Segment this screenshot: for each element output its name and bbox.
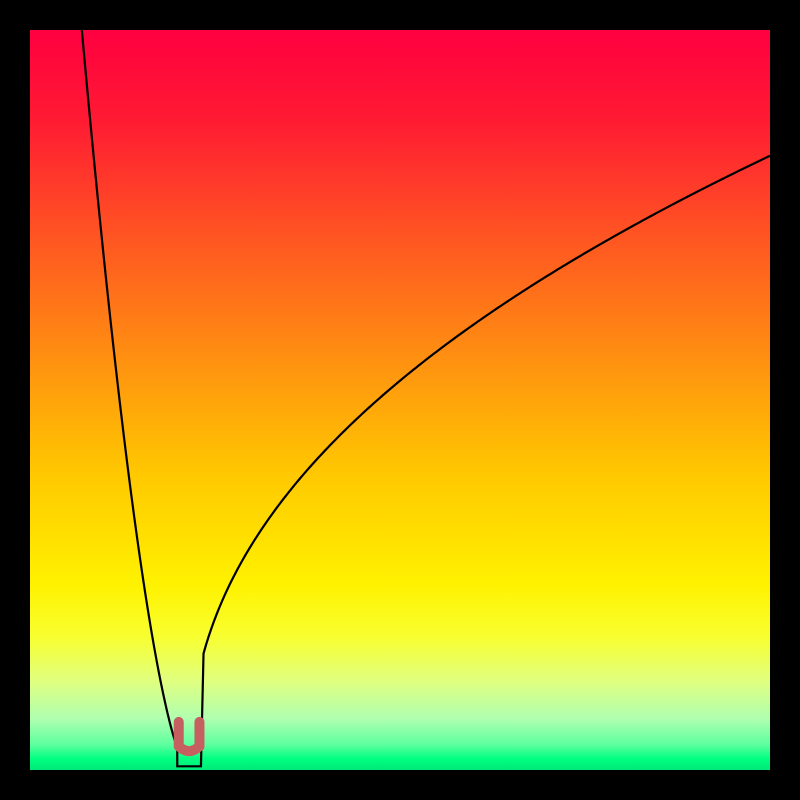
chart-container: TheBottlenecker.com — [0, 0, 800, 800]
bottleneck-plot-svg — [30, 30, 770, 770]
plot-area — [30, 30, 770, 770]
frame-right — [770, 0, 800, 800]
frame-left — [0, 0, 30, 800]
gradient-background — [30, 30, 770, 770]
frame-bottom — [0, 770, 800, 800]
frame-top — [0, 0, 800, 30]
